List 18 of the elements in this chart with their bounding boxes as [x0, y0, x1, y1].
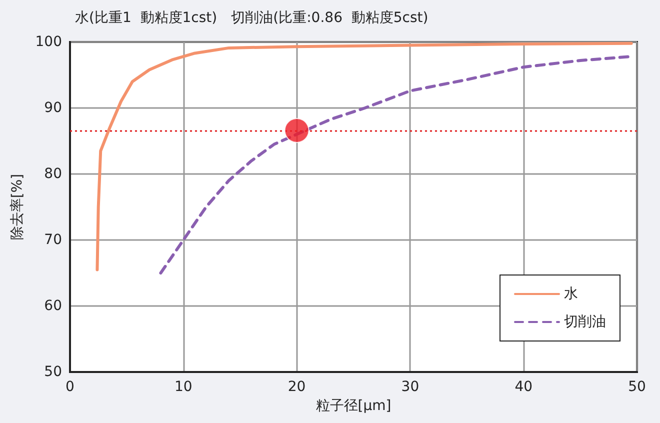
- x-tick-label: 0: [66, 379, 74, 395]
- x-axis-title: 粒子径[μm]: [316, 398, 392, 414]
- x-tick-label: 30: [401, 379, 420, 395]
- chart-title: 水(比重1 動粘度1cst) 切削油(比重:0.86 動粘度5cst): [75, 10, 428, 26]
- x-tick-label: 10: [174, 379, 192, 395]
- y-tick-label: 50: [44, 364, 62, 380]
- y-tick-label: 70: [44, 232, 62, 248]
- y-tick-label: 90: [44, 100, 62, 116]
- y-tick-label: 60: [44, 298, 62, 314]
- y-tick-label: 100: [35, 34, 62, 50]
- legend-label: 水: [564, 286, 578, 302]
- line-series: [96, 42, 633, 272]
- x-tick-label: 50: [628, 379, 646, 395]
- x-tick-label: 20: [288, 379, 306, 395]
- y-tick-label: 80: [44, 166, 62, 182]
- x-tick-label: 40: [514, 379, 533, 395]
- legend-label: 切削油: [564, 314, 606, 330]
- y-axis-title: 除去率[%]: [9, 174, 26, 240]
